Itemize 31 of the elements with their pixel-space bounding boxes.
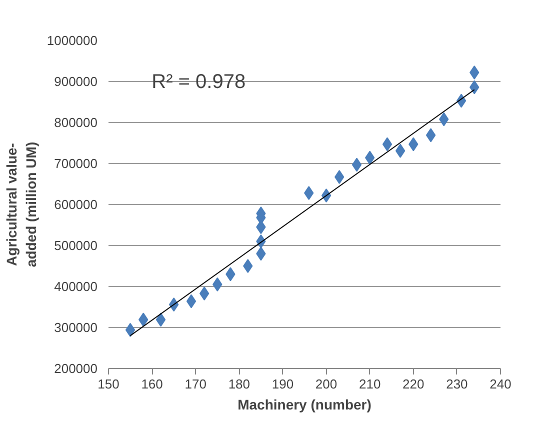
annotation: R² = 0.978 — [152, 70, 246, 93]
y-tick-label: 600000 — [54, 197, 98, 212]
y-tick-label: 500000 — [54, 238, 98, 253]
y-tick-label: 800000 — [54, 115, 98, 130]
y-tick-label: 900000 — [54, 74, 98, 89]
y-axis-title: Agricultural value- added (million UM) — [4, 142, 39, 268]
x-tick-label: 150 — [98, 376, 120, 392]
point — [382, 137, 392, 152]
y-tick-label: 1000000 — [46, 33, 98, 48]
y-tick-label: 400000 — [54, 279, 98, 294]
point — [125, 322, 136, 337]
point — [199, 286, 210, 300]
point — [186, 294, 196, 308]
point — [243, 259, 253, 273]
point — [395, 144, 406, 158]
x-tick-label: 180 — [228, 376, 250, 392]
y-tick-label: 200000 — [54, 361, 98, 376]
x-tick-label: 230 — [446, 376, 468, 392]
x-axis-title: Machinery (number) — [238, 396, 372, 412]
x-tick-label: 170 — [184, 376, 206, 392]
point — [352, 158, 362, 172]
point — [156, 312, 166, 327]
point — [426, 128, 436, 142]
x-tick-label: 220 — [402, 376, 424, 392]
y-tick-label: 300000 — [54, 320, 98, 335]
x-tick-label: 190 — [272, 376, 294, 392]
x-tick-label: 240 — [490, 376, 512, 392]
x-tick-label: 160 — [141, 376, 163, 392]
x-tick-label: 210 — [358, 376, 381, 392]
x-tick-label: 200 — [315, 376, 338, 392]
y-tick-label: 700000 — [54, 156, 98, 171]
